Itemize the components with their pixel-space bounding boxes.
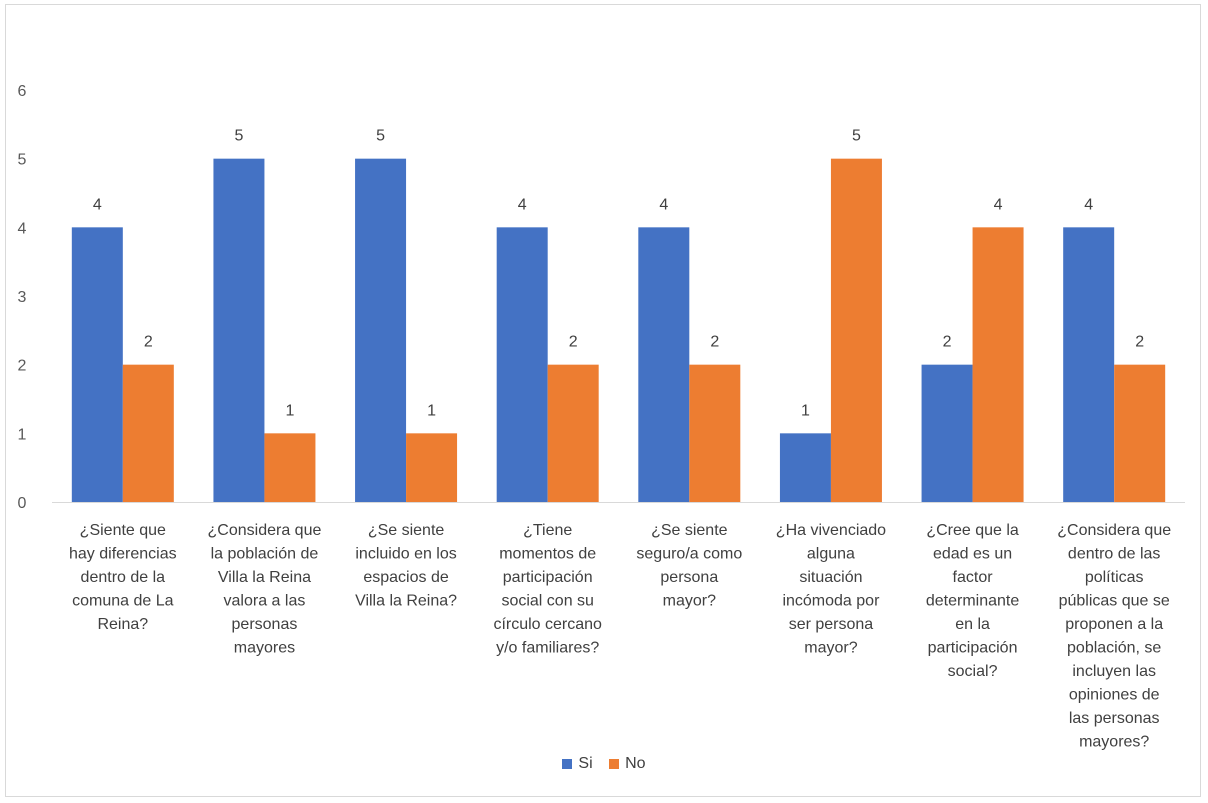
data-label-si-3: 5 bbox=[376, 128, 385, 145]
bar-no-5 bbox=[689, 364, 741, 502]
y-tick-label: 3 bbox=[18, 289, 27, 306]
legend-swatch-si bbox=[562, 759, 573, 769]
bar-no-1 bbox=[122, 364, 174, 502]
bar-no-4 bbox=[547, 364, 599, 502]
x-category-label-4: ¿Tiene momentos de participación social con… bbox=[493, 522, 602, 657]
bar-no-2 bbox=[264, 433, 316, 502]
x-category-label-1: ¿Siente que hay diferencias dentro de la co… bbox=[69, 522, 177, 633]
data-label-si-5: 4 bbox=[659, 196, 668, 213]
x-category-label-7: ¿Cree que la edad es un factor determinante… bbox=[926, 522, 1019, 680]
bar-si-8 bbox=[1063, 227, 1115, 503]
x-axis-category-labels: ¿Siente que hay diferencias dentro de la co… bbox=[69, 522, 1171, 751]
data-label-no-2: 1 bbox=[285, 402, 294, 419]
y-tick-label: 0 bbox=[18, 495, 27, 512]
data-label-no-4: 2 bbox=[569, 334, 578, 351]
legend-item-si: Si bbox=[562, 755, 593, 773]
y-axis-ticks: 0 1 2 3 4 5 6 bbox=[18, 83, 27, 512]
bar-si-7 bbox=[921, 364, 973, 502]
data-label-si-2: 5 bbox=[234, 128, 243, 145]
bar-no-3 bbox=[406, 433, 458, 502]
legend-swatch-no bbox=[609, 759, 620, 769]
x-category-label-2: ¿Considera que la población de Villa la Re… bbox=[208, 522, 322, 657]
bar-si-5 bbox=[638, 227, 690, 503]
data-label-si-4: 4 bbox=[518, 196, 527, 213]
data-label-no-6: 5 bbox=[852, 128, 861, 145]
bar-no-8 bbox=[1114, 364, 1166, 502]
x-category-label-8: ¿Considera que dentro de las políticas públ… bbox=[1057, 522, 1171, 751]
x-category-label-3: ¿Se siente incluido en los espacios de Vill… bbox=[355, 522, 457, 610]
data-label-no-1: 2 bbox=[144, 334, 153, 351]
data-label-no-3: 1 bbox=[427, 402, 436, 419]
bars bbox=[71, 158, 1166, 503]
data-label-si-8: 4 bbox=[1084, 196, 1093, 213]
bar-si-2 bbox=[213, 158, 265, 502]
data-label-no-8: 2 bbox=[1135, 334, 1144, 351]
bar-si-1 bbox=[71, 227, 123, 503]
bar-si-6 bbox=[779, 433, 831, 502]
x-category-label-5: ¿Se siente seguro/a como persona mayor? bbox=[636, 522, 742, 610]
data-label-no-5: 2 bbox=[710, 334, 719, 351]
data-label-si-7: 2 bbox=[943, 334, 952, 351]
bar-si-3 bbox=[355, 158, 407, 502]
bar-si-4 bbox=[496, 227, 548, 503]
bar-no-7 bbox=[972, 227, 1024, 503]
legend: Si No bbox=[0, 755, 1208, 774]
x-category-label-6: ¿Ha vivenciado alguna situación incómoda po… bbox=[776, 522, 886, 657]
y-tick-label: 6 bbox=[18, 83, 27, 100]
legend-item-no: No bbox=[609, 755, 646, 773]
data-labels: 4 2 5 1 5 1 4 2 4 2 1 5 2 4 4 2 bbox=[93, 128, 1144, 420]
y-tick-label: 1 bbox=[18, 426, 27, 443]
y-tick-label: 4 bbox=[18, 220, 27, 237]
legend-label-no: No bbox=[625, 755, 646, 772]
y-tick-label: 2 bbox=[18, 358, 27, 375]
y-tick-label: 5 bbox=[18, 152, 27, 169]
legend-label-si: Si bbox=[578, 755, 593, 772]
data-label-si-1: 4 bbox=[93, 196, 102, 213]
data-label-si-6: 1 bbox=[801, 402, 810, 419]
data-label-no-7: 4 bbox=[994, 196, 1003, 213]
bar-no-6 bbox=[830, 158, 882, 502]
